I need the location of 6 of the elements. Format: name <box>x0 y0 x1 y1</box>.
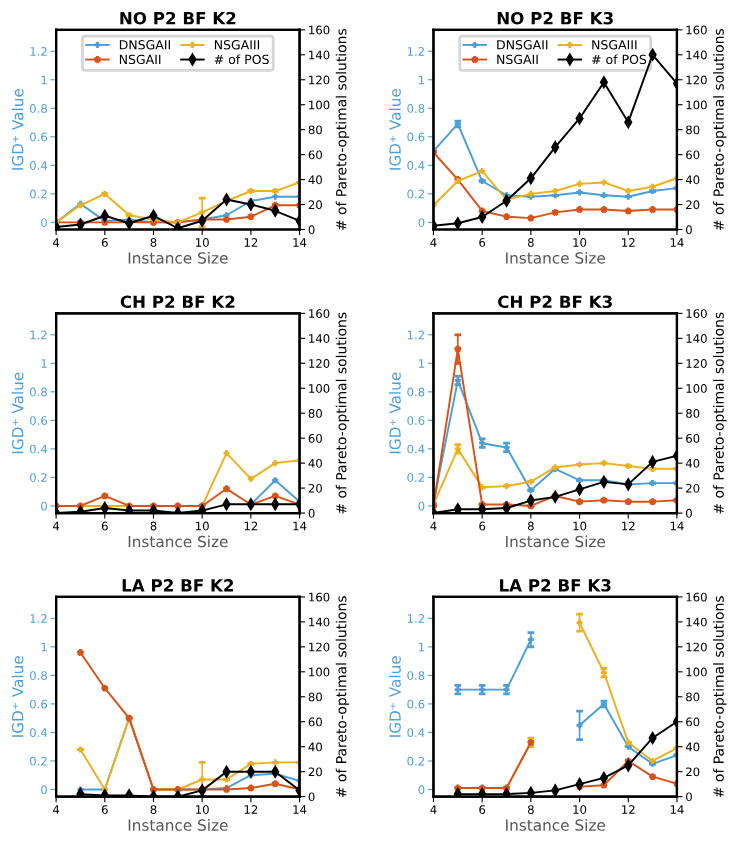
chart-title: NO P2 BF K2 <box>120 11 236 25</box>
chart-title: CH P2 BF K3 <box>498 295 612 309</box>
chart-title: NO P2 BF K3 <box>497 11 613 25</box>
chart-title: LA P2 BF K3 <box>500 579 611 592</box>
chart-title: CH P2 BF K2 <box>120 295 235 309</box>
chart-title: LA P2 BF K2 <box>122 579 234 592</box>
